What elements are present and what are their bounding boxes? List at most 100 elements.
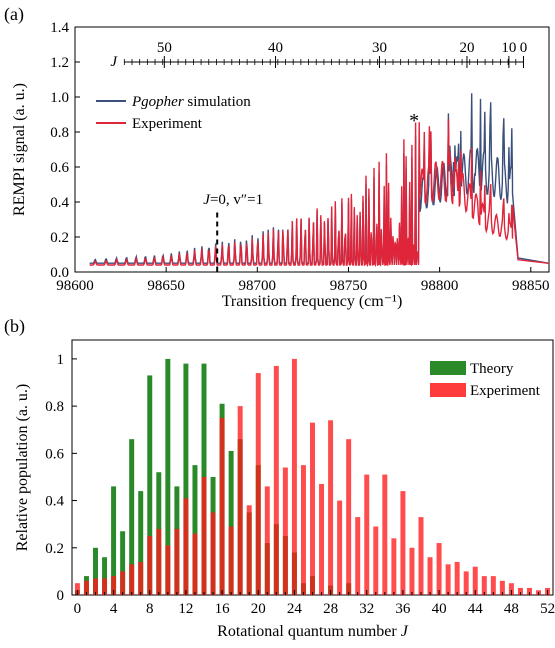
- bar-experiment-28: [328, 420, 334, 595]
- bar-experiment-49: [517, 587, 523, 595]
- bar-experiment-16: [219, 417, 225, 595]
- bar-experiment-36: [400, 491, 406, 595]
- panel-a-chart: 0.0 0.2 0.4 0.6 0.8 1.0 1.2 1.4 98600 98650 98700 9…: [11, 20, 550, 310]
- x-tick-label-b-2: 8: [146, 601, 154, 617]
- bar-experiment-8: [147, 535, 153, 595]
- y-axis-title-a: REMPI signal (a. u.): [11, 83, 28, 216]
- legend-swatch-b-1: [430, 383, 466, 397]
- y-tick-label-a-5: 1.0: [50, 90, 69, 106]
- bar-experiment-43: [463, 571, 469, 595]
- bar-experiment-26: [310, 422, 315, 595]
- bar-experiment-11: [174, 528, 180, 595]
- x-tick-label-a-3: 98750: [330, 278, 368, 294]
- legend-label-b-1: Experiment: [470, 383, 541, 399]
- x-tick-label-b-3: 12: [178, 601, 193, 617]
- x-axis-title-a: Transition frequency (cm⁻¹): [222, 293, 403, 310]
- marker-label-j: J: [203, 192, 211, 208]
- legend-label-b-0: Theory: [470, 361, 514, 377]
- y-tick-label-a-4: 0.8: [50, 125, 69, 141]
- panel-a-label: (a): [4, 4, 24, 25]
- bar-experiment-45: [481, 576, 487, 595]
- bar-experiment-24: [291, 358, 297, 595]
- bar-experiment-15: [210, 512, 216, 595]
- y-tick-label-a-3: 0.6: [50, 160, 69, 176]
- bar-experiment-44: [472, 566, 478, 595]
- j-scale-tick-label-4: 10: [501, 40, 516, 56]
- bar-theory-12: [183, 363, 189, 595]
- bar-experiment-20: [255, 373, 261, 595]
- bar-experiment-50: [527, 587, 532, 595]
- bar-theory-10: [165, 358, 171, 595]
- bar-theory-7: [138, 491, 144, 595]
- legend-label-a-1: Experiment: [132, 116, 203, 132]
- bar-experiment-17: [228, 526, 234, 595]
- bar-theory-2: [93, 547, 98, 595]
- bar-experiment-42: [454, 561, 460, 595]
- bar-experiment-39: [427, 557, 433, 595]
- x-tick-label-a-2: 98700: [239, 278, 277, 294]
- bar-experiment-18: [237, 406, 243, 595]
- legend-label-a-italic: Pgopher: [131, 94, 184, 110]
- plot-frame-a: [74, 26, 550, 273]
- bar-experiment-30: [346, 439, 352, 595]
- x-tick-label-a-5: 98850: [512, 278, 550, 294]
- j-scale-tick-label-0: 50: [157, 40, 172, 56]
- bar-experiment-19: [246, 505, 252, 595]
- x-tick-label-a-0: 98600: [56, 278, 94, 294]
- bar-experiment-13: [192, 533, 198, 595]
- bar-experiment-27: [319, 484, 325, 595]
- y-tick-label-b-5: 1: [57, 352, 65, 368]
- x-axis-title-b: Rotational quantum number J: [217, 623, 409, 640]
- bar-experiment-6: [129, 564, 135, 595]
- x-tick-label-a-4: 98800: [421, 278, 459, 294]
- x-tick-label-b-4: 16: [215, 601, 231, 617]
- series-line-a-1: [89, 119, 550, 268]
- bar-theory-3: [102, 557, 108, 595]
- bar-experiment-22: [273, 365, 279, 595]
- bar-experiment-7: [138, 561, 144, 595]
- bar-experiment-33: [373, 526, 379, 595]
- bar-experiment-25: [300, 465, 306, 595]
- marker-label-rest: =0, v″=1: [210, 192, 263, 208]
- bar-experiment-4: [111, 576, 117, 595]
- panel-b-label: (b): [4, 316, 25, 337]
- bar-experiment-34: [382, 474, 388, 595]
- x-tick-label-b-8: 32: [359, 601, 374, 617]
- bar-theory-8: [147, 375, 153, 595]
- bar-theory-13: [192, 465, 198, 595]
- bar-experiment-1: [83, 580, 89, 595]
- bar-experiment-48: [508, 583, 514, 595]
- bar-experiment-9: [156, 528, 162, 595]
- panel-b-chart: 00.20.40.60.810 4 8 12 16 20 24 28 32 36 40 44 48 52R…: [14, 339, 555, 640]
- bar-theory-4: [111, 486, 117, 595]
- bar-experiment-3: [102, 578, 108, 595]
- bar-theory-5: [120, 531, 126, 595]
- x-tick-label-b-9: 36: [395, 601, 411, 617]
- bar-experiment-5: [120, 571, 126, 595]
- y-tick-label-a-1: 0.2: [50, 230, 69, 246]
- bar-theory-6: [129, 439, 135, 595]
- bar-experiment-46: [490, 576, 496, 595]
- y-tick-label-b-4: 0.8: [45, 399, 64, 415]
- j-scale-tick-label-3: 20: [459, 40, 474, 56]
- j-scale-label: J: [110, 54, 118, 70]
- bar-experiment-40: [436, 543, 442, 595]
- x-tick-label-b-10: 40: [432, 601, 447, 617]
- bar-experiment-10: [165, 545, 171, 595]
- bar-experiment-32: [364, 474, 370, 595]
- j-scale-tick-label-1: 40: [268, 40, 283, 56]
- x-tick-label-b-11: 44: [468, 601, 484, 617]
- y-tick-label-b-1: 0.2: [45, 541, 64, 557]
- j-scale-tick-label-5: 0: [520, 40, 528, 56]
- y-tick-label-a-7: 1.4: [50, 20, 69, 36]
- y-tick-label-b-3: 0.6: [45, 446, 64, 462]
- bar-experiment-47: [499, 580, 505, 595]
- legend-label-a-rest: simulation: [184, 94, 252, 110]
- x-tick-label-b-7: 28: [323, 601, 338, 617]
- x-tick-label-b-12: 48: [504, 601, 519, 617]
- bar-experiment-0: [74, 583, 80, 595]
- x-tick-label-a-1: 98650: [147, 278, 185, 294]
- x-tick-label-b-1: 4: [110, 601, 118, 617]
- x-tick-label-b-13: 52: [540, 601, 555, 617]
